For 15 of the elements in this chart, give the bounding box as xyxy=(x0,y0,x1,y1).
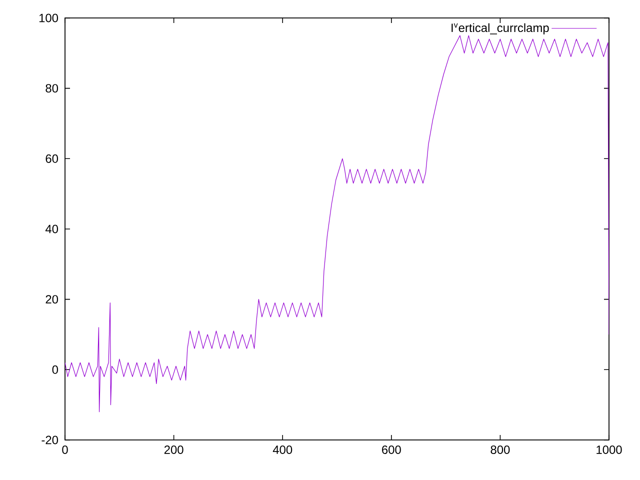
y-tick-label: 60 xyxy=(46,154,58,163)
y-tick-label: 80 xyxy=(46,84,58,93)
y-tick-label: 20 xyxy=(46,295,58,304)
y-tick-label: 40 xyxy=(45,224,58,234)
x-tick-label: 200 xyxy=(164,446,184,454)
x-tick-label: 600 xyxy=(382,446,401,454)
x-tick-label: 1000 xyxy=(596,446,622,454)
legend-label: I$^{v}$ertical_currclamp xyxy=(452,23,549,34)
y-tick-label: 100 xyxy=(39,14,58,22)
line-series xyxy=(65,35,610,412)
x-tick-label: 400 xyxy=(272,446,292,454)
y-tick-label: 0 xyxy=(52,365,58,374)
x-tick-label: 0 xyxy=(62,446,68,454)
y-tick-label: -20 xyxy=(42,436,58,444)
x-tick-label: 800 xyxy=(490,446,510,454)
